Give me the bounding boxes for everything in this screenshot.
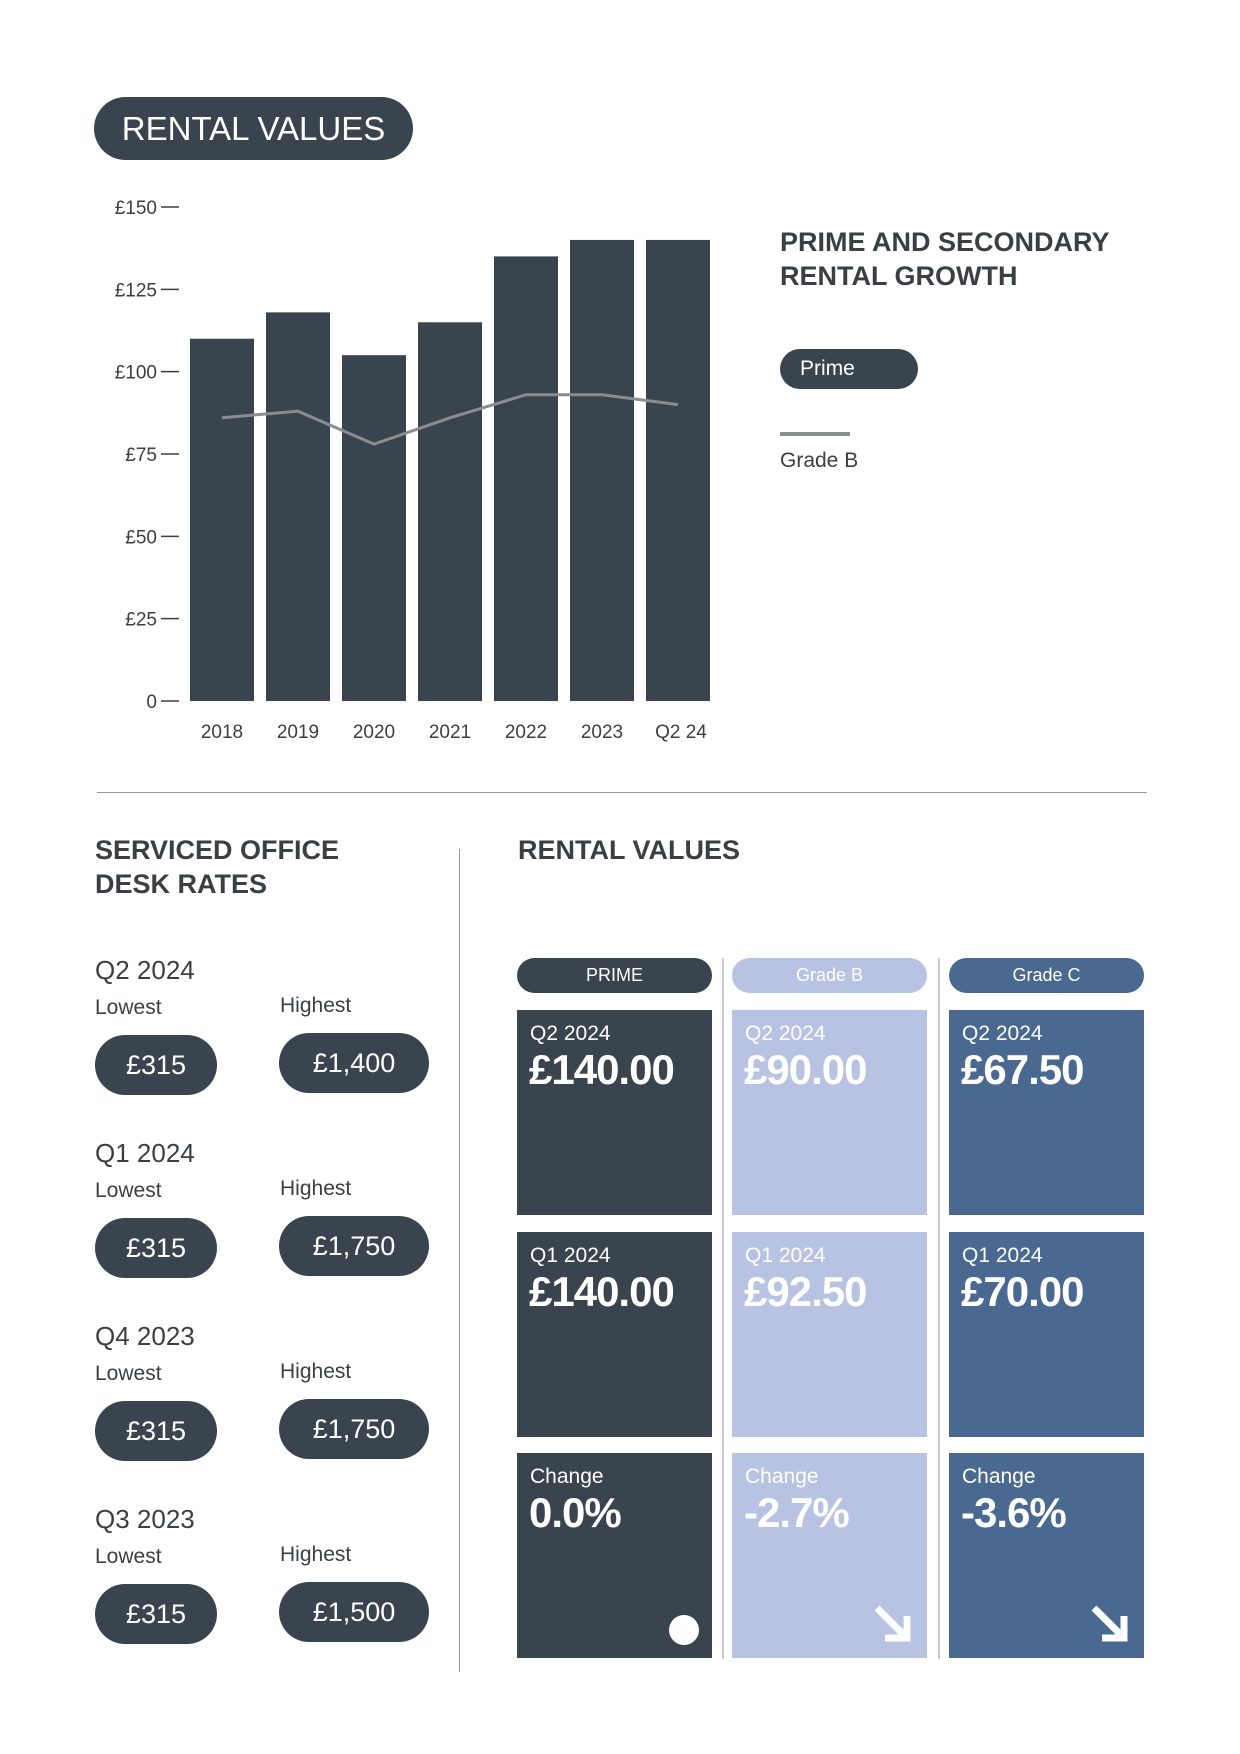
cell-value: -3.6% <box>961 1489 1067 1536</box>
table-cell: Q1 2024 £92.50 <box>732 1232 927 1437</box>
period: Q2 2024 <box>95 955 195 985</box>
column-header: PRIME <box>517 958 712 993</box>
column-separator <box>938 958 940 1659</box>
label: Lowest <box>95 1362 162 1385</box>
arrow <box>874 1605 911 1642</box>
value-pill: £1,750 <box>279 1399 429 1459</box>
cell-value: £67.50 <box>961 1046 1084 1093</box>
line <box>221 393 679 446</box>
cell-label: Q1 2024 <box>530 1244 611 1267</box>
table-cell: Q2 2024 £67.50 <box>949 1010 1144 1215</box>
period: Q4 2023 <box>95 1321 195 1351</box>
cell-value: £90.00 <box>744 1046 867 1093</box>
x-tick-label: 2021 <box>429 722 471 743</box>
y-tick-label: £50 <box>125 527 157 548</box>
table-cell: Q2 2024 £140.00 <box>517 1010 712 1215</box>
label: Highest <box>280 1360 352 1383</box>
cell-label: Change <box>962 1465 1036 1488</box>
y-tick-label: £75 <box>125 445 157 466</box>
cell-value: -2.7% <box>744 1489 850 1536</box>
legend-label: Grade B <box>780 449 859 472</box>
table-cell: Q2 2024 £90.00 <box>732 1010 927 1215</box>
cell-value: £140.00 <box>529 1268 675 1315</box>
y-tick-label: £150 <box>115 198 157 219</box>
y-tick-label: £25 <box>125 610 157 631</box>
change-icon <box>669 1615 699 1645</box>
column-separator <box>722 958 724 1659</box>
x-tick-label: 2020 <box>353 722 395 743</box>
cell-value: £70.00 <box>961 1268 1084 1315</box>
cell-label: Q1 2024 <box>745 1244 826 1267</box>
arrow <box>1091 1605 1128 1642</box>
column-header: Grade C <box>949 958 1144 993</box>
label: Highest <box>280 1177 352 1200</box>
section-title: RENTAL VALUES <box>518 835 741 865</box>
column-header: Grade B <box>732 958 927 993</box>
dot <box>669 1615 699 1645</box>
table-cell: Q1 2024 £140.00 <box>517 1232 712 1437</box>
divider <box>459 849 460 1672</box>
cell-label: Change <box>530 1465 604 1488</box>
label: Highest <box>280 994 352 1017</box>
x-tick-label: 2023 <box>581 722 623 743</box>
cell-value: £140.00 <box>529 1046 675 1093</box>
bar <box>570 239 634 701</box>
cell-label: Q2 2024 <box>530 1022 611 1045</box>
bar <box>266 312 330 701</box>
chart-title: PRIME AND SECONDARY RENTAL GROWTH <box>780 227 1110 291</box>
bar <box>342 355 406 701</box>
period: Q1 2024 <box>95 1138 195 1168</box>
x-tick-label: 2019 <box>277 722 319 743</box>
cell-label: Change <box>745 1465 819 1488</box>
label: Highest <box>280 1543 352 1566</box>
value-pill: £315 <box>95 1035 217 1095</box>
table-cell: Change -2.7% <box>732 1453 927 1658</box>
bar <box>494 256 558 701</box>
value-pill: £315 <box>95 1584 217 1644</box>
legend-line <box>780 432 850 436</box>
bar <box>646 239 710 701</box>
value-pill: £1,400 <box>279 1033 429 1093</box>
x-tick-label: Q2 24 <box>655 722 707 743</box>
section-title: SERVICED OFFICE DESK RATES <box>95 835 340 899</box>
label: Lowest <box>95 1545 162 1568</box>
value-pill: £315 <box>95 1218 217 1278</box>
bar <box>190 338 254 701</box>
header-title: RENTAL VALUES <box>121 109 386 147</box>
cell-value: 0.0% <box>529 1489 622 1536</box>
cell-label: Q1 2024 <box>962 1244 1043 1267</box>
divider <box>97 792 1147 793</box>
value-pill: £315 <box>95 1401 217 1461</box>
value-pill: £1,750 <box>279 1216 429 1276</box>
value-pill: £1,500 <box>279 1582 429 1642</box>
y-tick-label: 0 <box>146 692 157 713</box>
header-pill: RENTAL VALUES <box>94 97 413 160</box>
cell-label: Q2 2024 <box>962 1022 1043 1045</box>
table-cell: Q1 2024 £70.00 <box>949 1232 1144 1437</box>
legend-label: Prime <box>800 357 855 380</box>
table-cell: Change -3.6% <box>949 1453 1144 1658</box>
legend-bar: Prime <box>780 349 918 389</box>
period: Q3 2023 <box>95 1504 195 1534</box>
chart: 0 £25 £50 £75 £100 £125 £150 2018 2019 2020 2021 20… <box>115 198 710 743</box>
label: Lowest <box>95 1179 162 1202</box>
label: Lowest <box>95 996 162 1019</box>
cell-value: £92.50 <box>744 1268 867 1315</box>
x-tick-label: 2022 <box>505 722 547 743</box>
change-icon <box>1091 1605 1128 1642</box>
change-icon <box>874 1605 911 1642</box>
x-tick-label: 2018 <box>201 722 243 743</box>
cell-label: Q2 2024 <box>745 1022 826 1045</box>
bar <box>418 322 482 701</box>
table-cell: Change 0.0% <box>517 1453 712 1658</box>
y-tick-label: £125 <box>115 280 157 301</box>
y-tick-label: £100 <box>115 363 157 384</box>
